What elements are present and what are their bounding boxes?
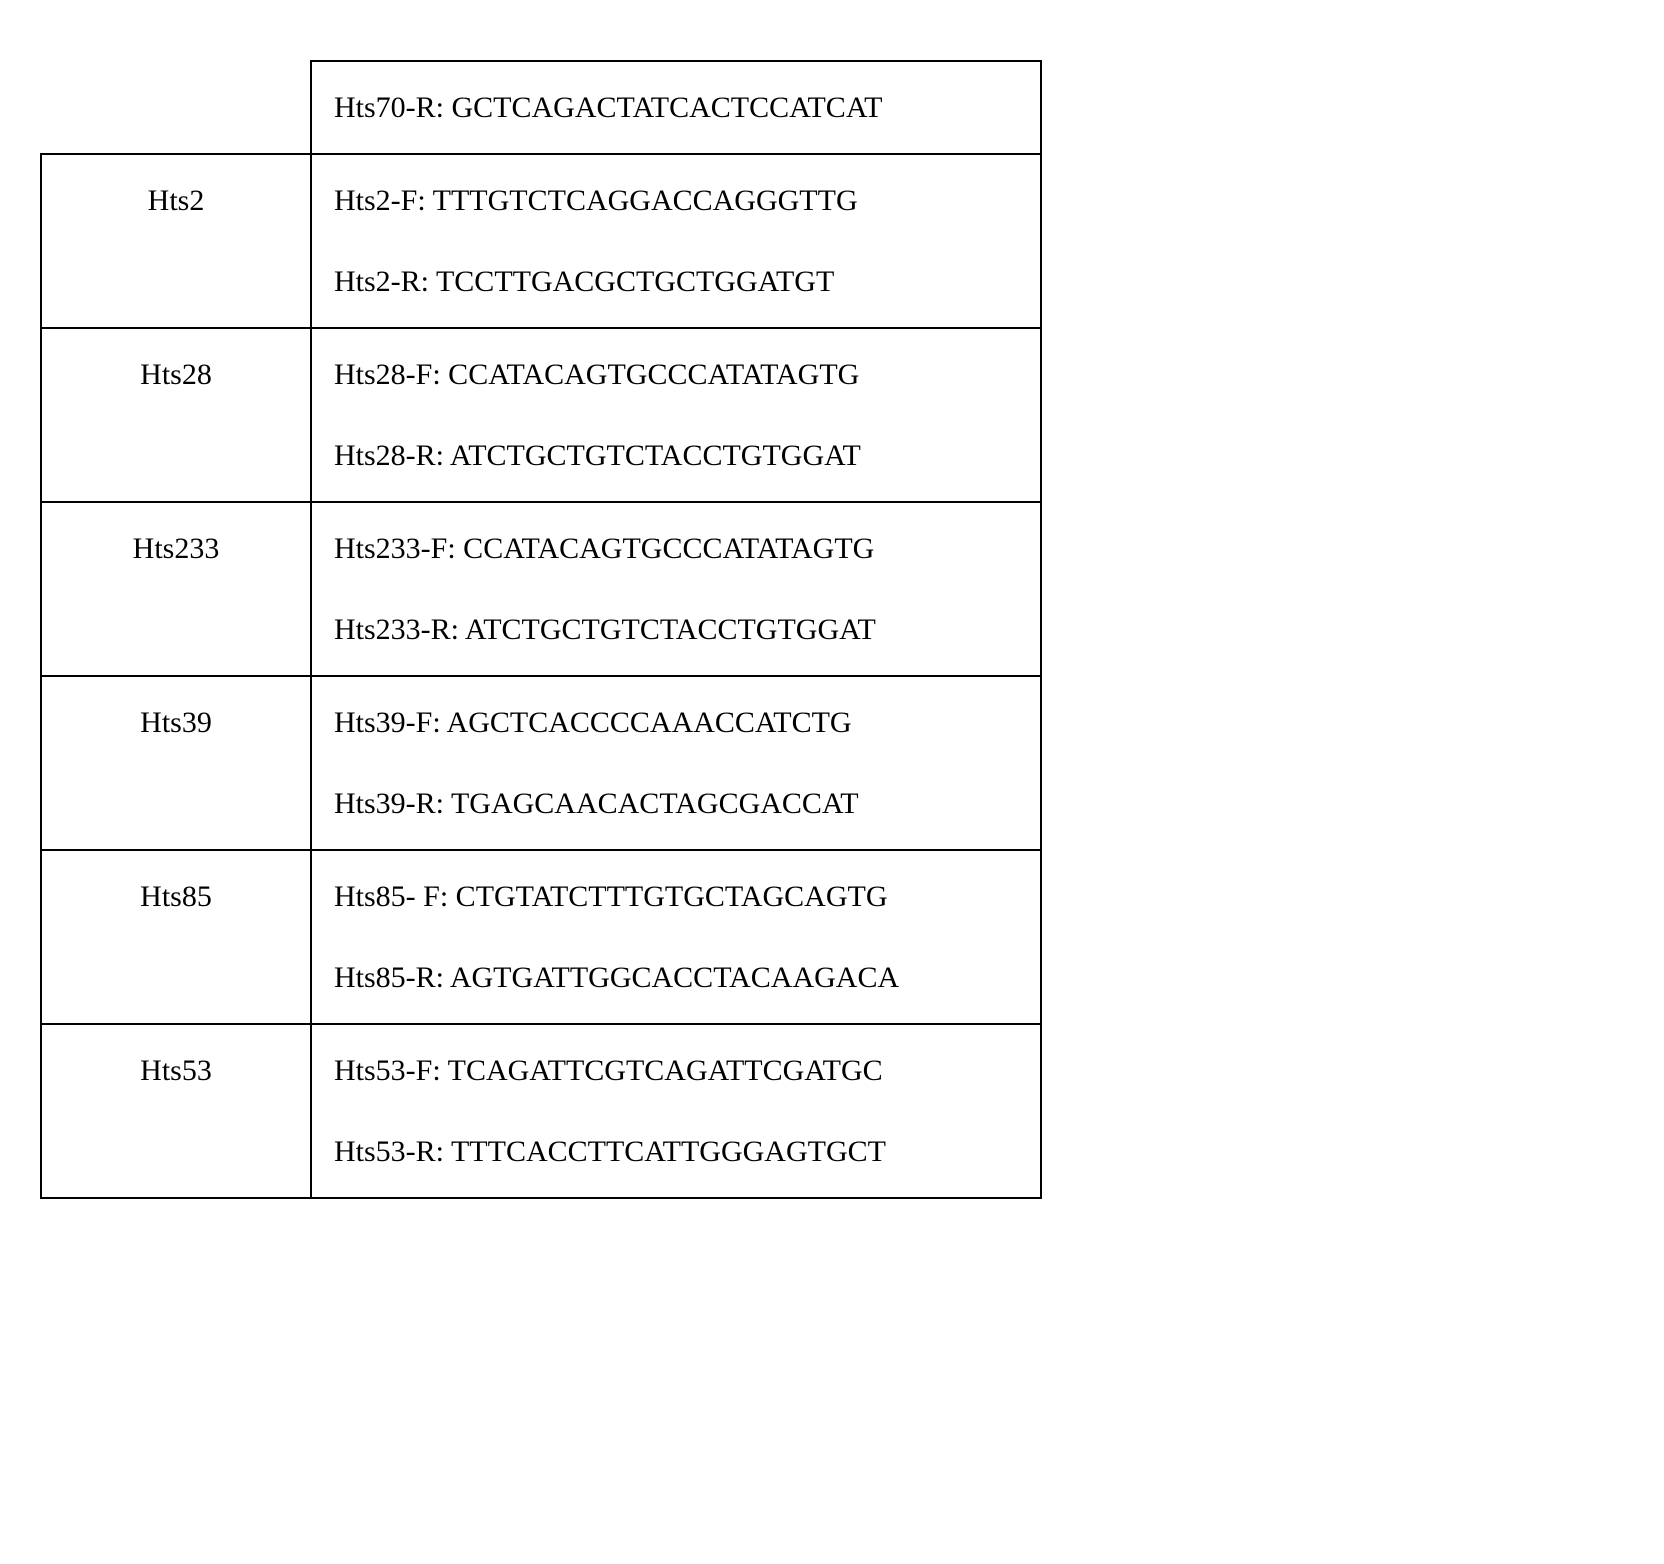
primer-label: Hts53 [140,1054,212,1087]
primer-label: Hts28 [140,358,212,391]
primer-label-cell: Hts85 [41,850,311,1024]
primer-sequence: Hts39-R: TGAGCAACACTAGCGACCAT [334,784,1018,823]
primer-label-cell: Hts39 [41,676,311,850]
primer-label-cell: Hts233 [41,502,311,676]
primer-label-cell [41,61,311,154]
primer-sequences-cell: Hts39-F: AGCTCACCCCAAACCATCTG Hts39-R: TG… [311,676,1041,850]
primer-sequence: Hts53-F: TCAGATTCGTCAGATTCGATGC [334,1051,1018,1090]
primer-sequence: Hts2-F: TTTGTCTCAGGACCAGGGTTG [334,181,1018,220]
primer-label: Hts85 [140,880,212,913]
primer-sequence: Hts28-F: CCATACAGTGCCCATATAGTG [334,355,1018,394]
primer-sequence: Hts233-R: ATCTGCTGTCTACCTGTGGAT [334,610,1018,649]
primer-label: Hts39 [140,706,212,739]
table-row: Hts28Hts28-F: CCATACAGTGCCCATATAGTGHts28… [41,328,1041,502]
primer-table-body: Hts70-R: GCTCAGACTATCACTCCATCAT Hts2 Hts2-… [41,61,1041,1198]
primer-label-cell: Hts28 [41,328,311,502]
primer-sequences-cell: Hts233-F: CCATACAGTGCCCATATAGTG Hts233-R:… [311,502,1041,676]
table-row: Hts70-R: GCTCAGACTATCACTCCATCAT [41,61,1041,154]
primer-sequences-cell: Hts28-F: CCATACAGTGCCCATATAGTG Hts28-R: A… [311,328,1041,502]
primer-sequence: Hts2-R: TCCTTGACGCTGCTGGATGT [334,262,1018,301]
primer-sequence: Hts85- F: CTGTATCTTTGTGCTAGCAGTG [334,877,1018,916]
primer-sequences-cell: Hts53-F: TCAGATTCGTCAGATTCGATGC Hts53-R: … [311,1024,1041,1198]
table-row: Hts53Hts53-F: TCAGATTCGTCAGATTCGATGCHts5… [41,1024,1041,1198]
primer-sequence: Hts28-R: ATCTGCTGTCTACCTGTGGAT [334,436,1018,475]
primer-sequences-cell: Hts70-R: GCTCAGACTATCACTCCATCAT [311,61,1041,154]
primer-sequences-cell: Hts2-F: TTTGTCTCAGGACCAGGGTTG Hts2-R: TCC… [311,154,1041,328]
table-row: Hts2 Hts2-F: TTTGTCTCAGGACCAGGGTTG Hts2-R:… [41,154,1041,328]
primer-label: Hts233 [133,532,220,565]
table-row: Hts233Hts233-F: CCATACAGTGCCCATATAGTGHts… [41,502,1041,676]
primer-sequence: Hts70-R: GCTCAGACTATCACTCCATCAT [334,88,1018,127]
primer-sequence: Hts233-F: CCATACAGTGCCCATATAGTG [334,529,1018,568]
primer-sequence: Hts39-F: AGCTCACCCCAAACCATCTG [334,703,1018,742]
table-row: Hts39Hts39-F: AGCTCACCCCAAACCATCTGHts39-… [41,676,1041,850]
primer-sequence: Hts53-R: TTTCACCTTCATTGGGAGTGCT [334,1132,1018,1171]
primer-table: Hts70-R: GCTCAGACTATCACTCCATCAT Hts2 Hts2-… [40,60,1042,1199]
primer-label-cell: Hts53 [41,1024,311,1198]
primer-label-cell: Hts2 [41,154,311,328]
primer-sequences-cell: Hts85- F: CTGTATCTTTGTGCTAGCAGTG Hts85-R:… [311,850,1041,1024]
primer-label: Hts2 [148,184,205,217]
table-row: Hts85Hts85- F: CTGTATCTTTGTGCTAGCAGTGHts… [41,850,1041,1024]
primer-sequence: Hts85-R: AGTGATTGGCACCTACAAGACA [334,958,1018,997]
